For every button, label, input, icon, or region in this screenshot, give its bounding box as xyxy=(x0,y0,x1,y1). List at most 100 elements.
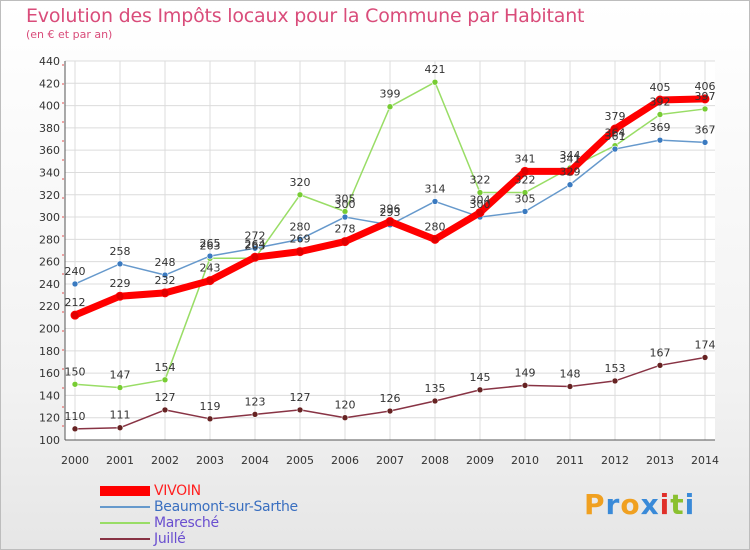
legend-label-beaumont: Beaumont-sur-Sarthe xyxy=(154,499,298,515)
data-point xyxy=(610,124,620,134)
legend-label-juille: Juillé xyxy=(154,531,186,547)
y-tick-label: 380 xyxy=(39,122,60,135)
data-point xyxy=(520,166,530,176)
data-point xyxy=(656,362,664,369)
y-tick-label: 140 xyxy=(39,389,60,402)
data-label: 341 xyxy=(515,152,536,165)
legend-label-maresche: Maresché xyxy=(154,515,219,531)
data-point xyxy=(656,111,664,118)
data-point xyxy=(295,247,305,257)
data-point xyxy=(115,291,125,301)
data-label: 341 xyxy=(560,152,581,165)
y-tick-label: 420 xyxy=(39,77,60,90)
data-label: 153 xyxy=(605,362,626,375)
y-tick-label: 100 xyxy=(39,434,60,447)
data-label: 344 xyxy=(560,149,581,162)
x-tick-label: 2011 xyxy=(556,454,584,467)
legend-label-vivoin: VIVOIN xyxy=(154,483,201,499)
data-point xyxy=(476,386,484,394)
x-tick-label: 2004 xyxy=(241,454,269,467)
data-label: 150 xyxy=(65,365,86,378)
data-label: 379 xyxy=(605,110,626,123)
data-point xyxy=(611,145,619,153)
data-label: 406 xyxy=(695,80,716,93)
data-point xyxy=(476,189,484,196)
x-tick-label: 2009 xyxy=(466,454,494,467)
y-tick-label: 440 xyxy=(39,55,60,68)
data-point xyxy=(251,411,259,418)
data-label: 263 xyxy=(245,239,266,252)
data-point xyxy=(71,280,79,288)
data-point xyxy=(161,376,169,384)
data-label: 229 xyxy=(110,277,131,290)
data-point xyxy=(565,166,575,176)
x-tick-label: 2005 xyxy=(286,454,314,467)
x-tick-label: 2013 xyxy=(646,454,674,467)
data-label: 174 xyxy=(695,339,716,352)
data-label: 248 xyxy=(155,256,176,269)
data-point xyxy=(521,382,529,389)
data-point xyxy=(296,406,304,414)
data-label: 111 xyxy=(110,409,131,422)
data-point xyxy=(431,78,439,86)
y-tick-label: 320 xyxy=(39,189,60,202)
legend-swatch-vivoin xyxy=(100,486,150,496)
data-label: 240 xyxy=(65,265,86,278)
data-point xyxy=(611,377,619,385)
legend-swatch-maresche xyxy=(100,522,150,524)
data-label: 280 xyxy=(425,220,446,233)
y-tick-label: 280 xyxy=(39,233,60,246)
data-point xyxy=(116,424,124,432)
data-label: 329 xyxy=(560,166,581,179)
logo-letter: i xyxy=(659,488,671,521)
data-label: 399 xyxy=(380,88,401,101)
data-label: 147 xyxy=(110,369,131,382)
y-tick-label: 220 xyxy=(39,300,60,313)
data-point xyxy=(251,244,259,252)
data-label: 300 xyxy=(335,198,356,211)
data-point xyxy=(71,425,79,433)
data-point xyxy=(701,105,709,113)
x-tick-label: 2006 xyxy=(331,454,359,467)
x-tick-label: 2001 xyxy=(106,454,134,467)
data-point xyxy=(656,136,664,144)
data-label: 212 xyxy=(65,296,86,309)
y-tick-label: 120 xyxy=(39,412,60,425)
data-point xyxy=(205,276,215,286)
data-label: 364 xyxy=(605,127,626,140)
y-tick-label: 340 xyxy=(39,166,60,179)
data-label: 264 xyxy=(245,238,266,251)
y-tick-label: 400 xyxy=(39,100,60,113)
data-point xyxy=(386,407,394,415)
data-label: 148 xyxy=(560,367,581,380)
data-label: 154 xyxy=(155,361,176,374)
data-label: 320 xyxy=(290,176,311,189)
data-point xyxy=(296,191,304,199)
data-label: 293 xyxy=(380,206,401,219)
data-label: 322 xyxy=(470,174,491,187)
data-label: 167 xyxy=(650,346,671,359)
data-point xyxy=(430,234,440,244)
data-label: 272 xyxy=(245,229,266,242)
data-label: 263 xyxy=(200,239,221,252)
data-point xyxy=(161,271,169,279)
data-label: 120 xyxy=(335,399,356,412)
data-label: 269 xyxy=(290,233,311,246)
data-label: 300 xyxy=(470,198,491,211)
y-tick-label: 160 xyxy=(39,367,60,380)
y-tick-label: 360 xyxy=(39,144,60,157)
logo-letter: x xyxy=(640,488,660,521)
data-point xyxy=(296,236,304,243)
data-point xyxy=(250,252,260,262)
logo-letter: t xyxy=(670,488,685,521)
y-tick-label: 240 xyxy=(39,278,60,291)
data-point xyxy=(701,139,709,146)
y-tick-label: 260 xyxy=(39,256,60,269)
data-point xyxy=(475,208,485,218)
data-label: 280 xyxy=(290,220,311,233)
chart-subtitle: (en € et par an) xyxy=(26,28,113,41)
data-label: 149 xyxy=(515,366,536,379)
data-label: 361 xyxy=(605,130,626,143)
proxiti-logo: Proxiti xyxy=(584,488,695,521)
x-tick-label: 2014 xyxy=(691,454,719,467)
